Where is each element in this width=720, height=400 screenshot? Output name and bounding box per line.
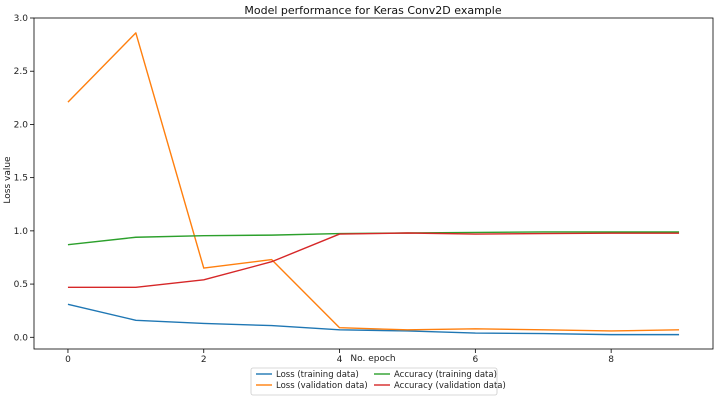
y-tick-label: 3.0 [14, 14, 29, 24]
legend: Loss (training data) Accuracy (training d… [250, 367, 506, 396]
y-tick-label: 0.5 [14, 280, 28, 290]
x-axis-label: No. epoch [350, 354, 395, 364]
legend-label-3: Accuracy (training data) [394, 370, 497, 380]
x-tick-label: 6 [472, 355, 478, 365]
series-line-1 [67, 303, 680, 336]
x-tick-label: 4 [337, 355, 343, 365]
series-line-4 [67, 232, 680, 288]
x-tick-label: 0 [65, 355, 71, 365]
x-tick-label: 8 [608, 355, 614, 365]
plot-frame [33, 17, 714, 350]
series-line-2 [67, 32, 680, 332]
y-tick-label: 1.0 [14, 227, 29, 237]
legend-label-2: Loss (validation data) [276, 381, 368, 391]
y-tick-label: 2.0 [14, 120, 29, 130]
y-tick-label: 2.5 [14, 67, 28, 77]
y-tick-label: 0.0 [14, 333, 29, 343]
y-axis: 0.0 0.5 1.0 1.5 2.0 2.5 3.0 [14, 14, 34, 343]
x-tick-label: 2 [201, 355, 207, 365]
y-tick-label: 1.5 [14, 174, 28, 184]
legend-label-4: Accuracy (validation data) [394, 381, 506, 391]
legend-box [250, 367, 498, 396]
y-axis-label: Loss value [3, 156, 13, 204]
plot-lines [67, 32, 680, 336]
legend-label-1: Loss (training data) [276, 370, 359, 380]
chart-title: Model performance for Keras Conv2D examp… [244, 4, 501, 17]
x-axis: 0 2 4 6 8 [65, 349, 614, 365]
